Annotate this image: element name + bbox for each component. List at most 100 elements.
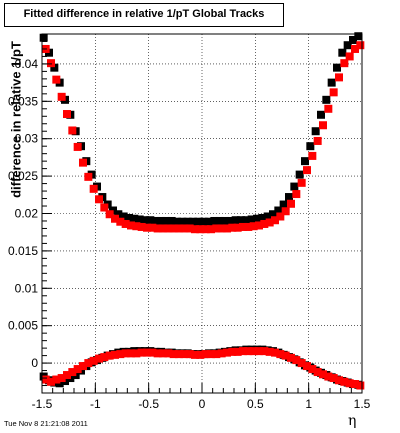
data-point bbox=[116, 217, 125, 226]
data-point bbox=[223, 348, 231, 357]
data-point bbox=[95, 195, 103, 204]
data-point bbox=[111, 350, 119, 359]
data-point bbox=[119, 212, 128, 221]
data-point bbox=[322, 95, 331, 104]
data-point bbox=[143, 223, 151, 232]
data-markers bbox=[39, 32, 365, 390]
data-point bbox=[260, 219, 269, 228]
data-point bbox=[41, 375, 50, 384]
data-point bbox=[151, 216, 160, 225]
data-point bbox=[287, 353, 295, 362]
data-point bbox=[239, 347, 247, 356]
y-tick-label: 0.01 bbox=[15, 281, 39, 295]
data-point bbox=[159, 224, 167, 233]
data-point bbox=[132, 349, 141, 358]
data-point bbox=[276, 212, 285, 221]
data-point bbox=[265, 347, 274, 356]
data-point bbox=[265, 218, 274, 227]
data-point bbox=[258, 213, 267, 222]
data-point bbox=[356, 381, 365, 390]
data-point bbox=[79, 158, 87, 167]
data-point bbox=[335, 376, 343, 385]
data-point bbox=[210, 216, 219, 225]
data-point bbox=[297, 359, 306, 368]
data-point bbox=[255, 347, 263, 356]
data-point bbox=[228, 347, 237, 356]
data-point bbox=[100, 203, 109, 212]
data-point bbox=[191, 225, 199, 234]
data-point bbox=[169, 350, 178, 359]
data-point bbox=[135, 215, 144, 224]
y-tick-label: 0.04 bbox=[15, 57, 39, 71]
data-point bbox=[319, 370, 327, 379]
data-point bbox=[319, 121, 327, 130]
data-point bbox=[276, 350, 285, 359]
data-point bbox=[180, 224, 189, 233]
data-point bbox=[73, 365, 82, 374]
data-point bbox=[233, 223, 242, 232]
data-point bbox=[285, 193, 293, 202]
data-point bbox=[317, 110, 325, 119]
data-point bbox=[223, 224, 231, 233]
title-box: Fitted difference in relative 1/pT Globa… bbox=[4, 3, 284, 27]
data-point bbox=[199, 217, 208, 226]
data-point bbox=[329, 88, 338, 97]
grid bbox=[41, 34, 363, 393]
data-point bbox=[130, 214, 139, 223]
data-point bbox=[127, 221, 135, 230]
data-point bbox=[297, 178, 306, 187]
chart-title: Fitted difference in relative 1/pT Globa… bbox=[23, 8, 265, 20]
data-point bbox=[164, 224, 173, 233]
data-point bbox=[73, 142, 82, 151]
x-tick-label: 0 bbox=[199, 397, 206, 411]
data-point bbox=[50, 63, 59, 72]
data-point bbox=[194, 217, 203, 226]
data-point bbox=[292, 190, 301, 199]
data-point bbox=[57, 92, 66, 101]
data-point bbox=[121, 349, 130, 358]
y-tick-label: 0.015 bbox=[8, 244, 38, 258]
data-point bbox=[237, 216, 245, 225]
data-point bbox=[183, 217, 192, 226]
data-point bbox=[269, 210, 277, 219]
data-point bbox=[84, 359, 93, 368]
data-point bbox=[308, 365, 317, 374]
data-point bbox=[274, 206, 283, 215]
data-point bbox=[175, 350, 183, 359]
data-point bbox=[137, 222, 146, 231]
data-point bbox=[271, 216, 279, 225]
data-point bbox=[201, 225, 210, 234]
y-tick-label: 0 bbox=[31, 356, 38, 370]
data-point bbox=[196, 225, 205, 234]
data-point bbox=[173, 217, 181, 226]
data-point bbox=[249, 347, 258, 356]
data-point bbox=[324, 104, 333, 113]
x-tick-label: -1 bbox=[90, 397, 101, 411]
x-tick-label: -0.5 bbox=[138, 397, 159, 411]
data-point bbox=[295, 170, 304, 179]
data-point bbox=[313, 136, 322, 145]
data-point bbox=[167, 216, 176, 225]
data-point bbox=[68, 126, 77, 135]
data-point bbox=[303, 166, 311, 175]
data-point bbox=[333, 63, 341, 72]
data-point bbox=[189, 217, 197, 226]
x-tick-label: -1.5 bbox=[32, 397, 53, 411]
data-point bbox=[308, 151, 317, 160]
data-point bbox=[356, 41, 365, 50]
data-point bbox=[249, 222, 258, 231]
data-point bbox=[153, 349, 162, 358]
data-point bbox=[290, 182, 299, 191]
data-point bbox=[301, 157, 309, 166]
data-point bbox=[343, 41, 352, 50]
data-point bbox=[281, 351, 290, 360]
y-tick-label: 0.02 bbox=[15, 207, 39, 221]
data-point bbox=[212, 350, 221, 359]
data-point bbox=[105, 210, 114, 219]
data-point bbox=[303, 362, 311, 371]
data-point bbox=[84, 172, 93, 181]
data-point bbox=[217, 349, 226, 358]
data-point bbox=[340, 59, 349, 68]
data-point bbox=[233, 347, 242, 356]
data-point bbox=[281, 207, 290, 216]
